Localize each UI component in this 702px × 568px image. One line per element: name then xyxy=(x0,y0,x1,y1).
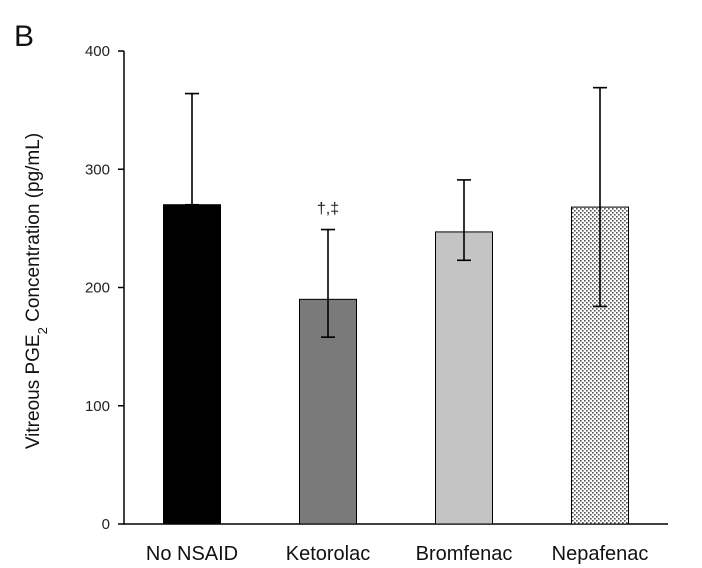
error-bar xyxy=(457,179,471,262)
y-tick-label: 100 xyxy=(85,398,110,415)
error-bar xyxy=(185,92,199,206)
significance-annotation: †,‡ xyxy=(317,201,339,218)
y-ticks: 0 100 200 300 400 xyxy=(85,43,124,533)
x-tick-label: Nepafenac xyxy=(552,543,649,565)
x-tick-label: Ketorolac xyxy=(286,543,371,565)
annotations: †,‡ xyxy=(317,201,339,218)
y-tick-label: 400 xyxy=(85,43,110,60)
x-tick-label: Bromfenac xyxy=(416,543,513,565)
error-bar xyxy=(593,86,607,308)
bar-bromfenac xyxy=(435,231,493,525)
x-tick-labels: No NSAID Ketorolac Bromfenac Nepafenac xyxy=(146,543,649,565)
y-tick-label: 300 xyxy=(85,161,110,178)
y-axis-label: Vitreous PGE2 Concentration (pg/mL) xyxy=(23,133,50,449)
bar-no-nsaid xyxy=(163,204,221,525)
x-tick-label: No NSAID xyxy=(146,543,238,565)
error-bars xyxy=(185,86,607,338)
panel-label: B xyxy=(14,20,34,53)
error-bar xyxy=(321,228,335,338)
bars xyxy=(163,204,629,525)
y-tick-label: 200 xyxy=(85,280,110,297)
y-tick-label: 0 xyxy=(102,516,110,533)
